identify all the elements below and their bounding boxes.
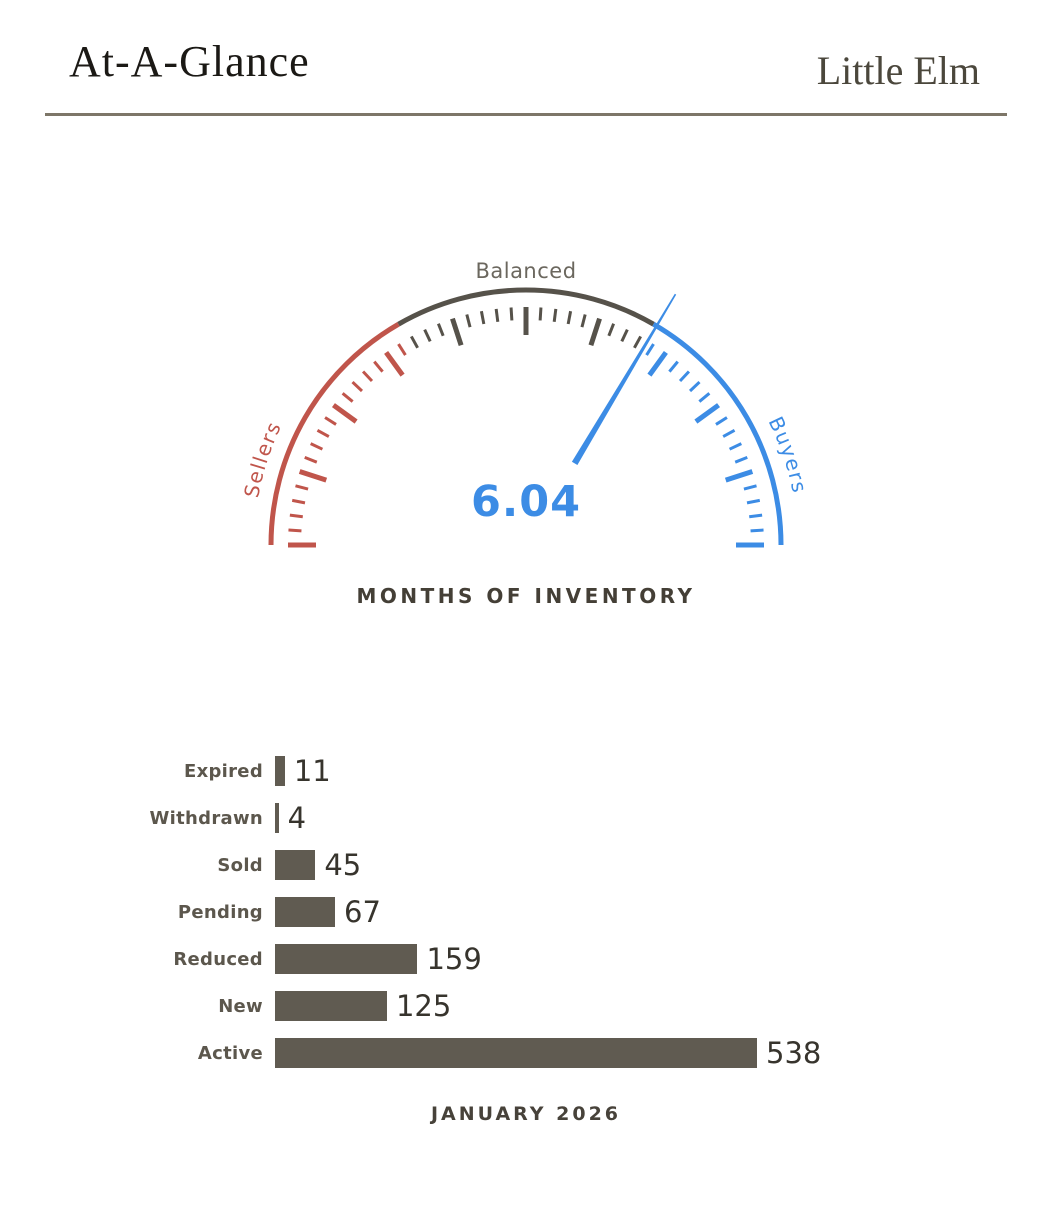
gauge-major-tick [588,317,602,347]
bar-label: Expired [183,760,263,782]
gauge-minor-tick [688,380,701,393]
gauge-minor-tick [698,392,711,403]
bar-row: Sold 45 [0,848,1052,882]
page-title: At-A-Glance [69,37,310,86]
bar-label: Pending [177,901,263,923]
gauge-minor-tick [607,323,616,337]
bar [275,1038,757,1068]
gauge-major-tick [384,350,405,377]
gauge-major-tick [331,403,358,424]
gauge-minor-tick [746,498,761,505]
gauge-minor-tick [465,314,472,328]
gauge-minor-tick [668,360,679,373]
gauge-minor-tick [351,380,364,393]
gauge-minor-tick [743,484,757,491]
bar-row: Withdrawn 4 [0,801,1052,835]
gauge-major-tick [450,317,464,347]
balanced-label: Balanced [475,259,577,283]
gauge-minor-tick [633,335,642,349]
bar-row: Expired 11 [0,754,1052,788]
gauge-minor-tick [324,416,337,426]
gauge-major-tick [724,469,754,483]
gauge-minor-tick [423,329,432,343]
bar-chart: Expired 11 Withdrawn 4 Sold 45 Pending 6… [0,754,1052,1085]
gauge-minor-tick [678,370,691,383]
gauge-minor-tick [722,429,736,438]
gauge-minor-tick [288,528,302,533]
gauge-minor-tick [620,329,629,343]
gauge-minor-tick [397,343,407,356]
gauge-minor-tick [361,370,374,383]
bar-value: 159 [426,942,482,976]
gauge-major-tick [298,469,328,483]
gauge-minor-tick [295,484,309,491]
gauge-minor-tick [728,442,742,451]
bar-label: New [218,995,263,1017]
gauge-minor-tick [436,323,445,337]
location-label: Little Elm [816,48,980,93]
gauge-minor-tick [734,455,748,464]
gauge-minor-tick [715,416,728,426]
bar-row: Pending 67 [0,895,1052,929]
gauge-value: 6.04 [470,477,582,527]
bar-row: Reduced 159 [0,942,1052,976]
bar-row: Active 538 [0,1036,1052,1070]
gauge-segments [268,287,784,546]
bar-label: Reduced [173,948,263,970]
gauge-major-tick [694,403,721,424]
gauge-minor-tick [645,343,655,356]
gauge-minor-tick [410,335,419,349]
bar-value: 45 [324,848,362,882]
gauge-minor-tick [566,310,573,325]
bar [275,803,279,833]
bar-value: 4 [287,801,307,835]
gauge-arc-sellers [268,321,400,546]
bar [275,944,418,974]
bar [275,897,336,927]
gauge-minor-tick [494,308,500,322]
bar [275,756,285,786]
gauge-minor-tick [304,455,318,464]
bar-label: Active [197,1042,263,1064]
gauge-minor-tick [479,310,486,325]
gauge-minor-tick [538,307,543,321]
gauge-arc-balanced [397,287,655,327]
gauge-minor-tick [580,314,587,328]
header-divider [45,113,1007,116]
gauge-minor-tick [552,308,558,322]
chart-caption: JANUARY 2026 [430,1103,622,1125]
gauge-minor-tick [310,442,324,451]
gauge-needle [571,293,677,466]
gauge-caption: MONTHS OF INVENTORY [356,584,696,608]
bar-label: Sold [217,854,263,876]
gauge-minor-tick [289,513,303,519]
gauge-minor-tick [291,498,306,505]
bar-label: Withdrawn [149,807,263,829]
gauge-major-tick [647,350,668,377]
gauge-minor-tick [509,307,514,321]
bar-row: New 125 [0,989,1052,1023]
gauge-chart: Sellers Buyers [239,287,810,548]
gauge-ticks [288,307,764,548]
gauge-minor-tick [341,392,354,403]
bar-value: 11 [293,754,331,788]
gauge-minor-tick [749,513,763,519]
bar-value: 67 [344,895,381,929]
bar-value: 538 [766,1036,822,1070]
gauge-minor-tick [750,528,764,533]
gauge-minor-tick [316,429,330,438]
bar-chart-rows: Expired 11 Withdrawn 4 Sold 45 Pending 6… [0,754,1052,1070]
gauge-minor-tick [373,360,384,373]
bar [275,850,316,880]
gauge-arc-buyers [652,321,784,546]
bar [275,991,387,1021]
bar-value: 125 [395,989,452,1023]
